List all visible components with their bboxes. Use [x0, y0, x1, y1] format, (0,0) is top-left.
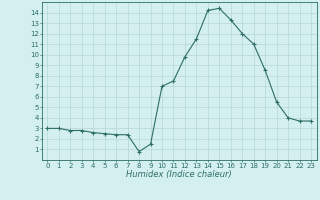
X-axis label: Humidex (Indice chaleur): Humidex (Indice chaleur) [126, 170, 232, 179]
